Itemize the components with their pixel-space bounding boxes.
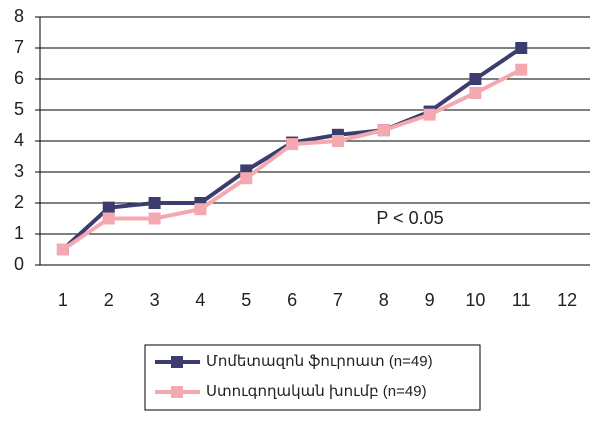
legend-label: Մոմետազոն ֆուրոատ (n=49) <box>206 353 433 370</box>
marker <box>469 86 482 99</box>
marker <box>148 197 161 209</box>
x-tick-label: 7 <box>333 290 343 310</box>
marker <box>515 63 528 76</box>
marker <box>240 172 253 185</box>
legend-marker <box>171 386 183 398</box>
x-tick-label: 1 <box>58 290 68 310</box>
x-tick-label: 5 <box>241 290 251 310</box>
x-tick-label: 3 <box>150 290 160 310</box>
y-tick-label: 3 <box>14 161 24 181</box>
marker <box>423 108 436 121</box>
annotation: P < 0.05 <box>376 208 443 228</box>
legend-label: Ստուգողական խումբ (n=49) <box>206 383 427 400</box>
y-tick-label: 1 <box>14 223 24 243</box>
marker <box>286 138 299 151</box>
marker <box>331 135 344 147</box>
y-tick-label: 6 <box>14 68 24 88</box>
y-tick-label: 5 <box>14 99 24 119</box>
y-tick-label: 4 <box>14 130 24 150</box>
marker <box>102 212 115 225</box>
y-tick-label: 8 <box>14 6 24 26</box>
marker <box>102 201 115 214</box>
x-tick-label: 11 <box>512 290 531 310</box>
marker <box>56 243 69 256</box>
marker <box>377 124 390 137</box>
x-tick-label: 8 <box>379 290 389 310</box>
x-tick-label: 2 <box>104 290 114 310</box>
x-tick-label: 10 <box>465 290 485 310</box>
x-tick-label: 4 <box>195 290 205 310</box>
legend-marker <box>171 356 183 368</box>
x-tick-label: 9 <box>425 290 435 310</box>
marker <box>194 203 207 216</box>
x-tick-label: 12 <box>557 290 577 310</box>
y-tick-label: 2 <box>14 192 24 212</box>
y-tick-label: 7 <box>14 37 24 57</box>
marker <box>469 73 482 85</box>
marker <box>148 212 161 225</box>
legend-box <box>144 344 481 411</box>
marker <box>515 42 528 54</box>
y-tick-label: 0 <box>14 254 24 274</box>
x-tick-label: 6 <box>287 290 297 310</box>
